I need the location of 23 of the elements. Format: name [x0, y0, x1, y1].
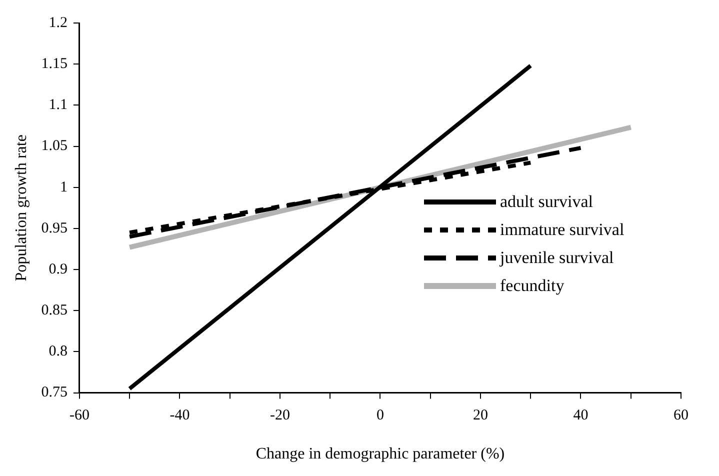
x-tick-label: -20	[270, 408, 290, 424]
y-tick-label: 1.2	[48, 14, 68, 31]
y-tick-label: 1.15	[41, 56, 68, 72]
x-tick-label: 40	[573, 408, 588, 424]
x-tick-label: 20	[472, 408, 488, 424]
y-tick-label: 1.05	[41, 138, 68, 154]
legend-label: juvenile survival	[500, 248, 614, 268]
y-tick-label: 0.8	[48, 344, 68, 360]
x-tick-label: 60	[674, 408, 688, 424]
x-axis-title: Change in demographic parameter (%)	[256, 446, 505, 463]
y-tick-label: 0.75	[41, 384, 68, 401]
y-axis-title: Population growth rate	[12, 134, 30, 282]
legend-label: adult survival	[500, 192, 594, 212]
legend-label: immature survival	[500, 220, 624, 240]
legend-label: fecundity	[500, 276, 564, 296]
y-tick-label: 1.1	[48, 97, 68, 114]
y-tick-label: 1	[60, 179, 68, 196]
x-tick-label: -40	[170, 408, 190, 424]
x-tick-label: -60	[69, 408, 90, 424]
y-tick-label: 0.95	[41, 220, 68, 236]
y-tick-label: 0.85	[41, 302, 68, 319]
y-tick-label: 0.9	[48, 261, 68, 278]
x-tick-label: 0	[376, 408, 384, 424]
